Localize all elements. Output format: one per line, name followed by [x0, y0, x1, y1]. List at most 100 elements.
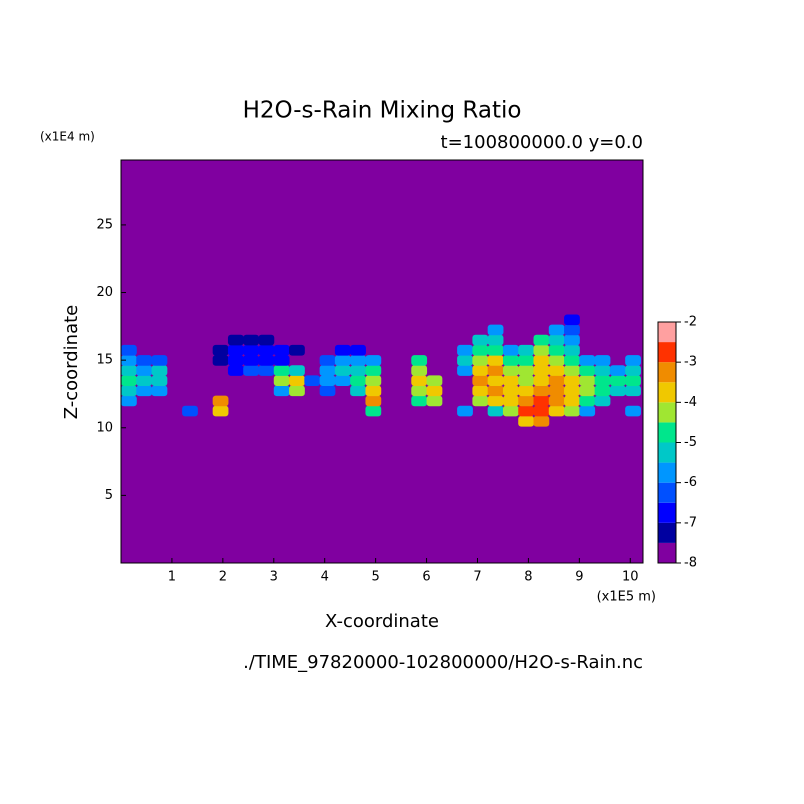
contour-cell [426, 375, 443, 387]
colorbar-band [658, 542, 676, 563]
contour-cell [258, 365, 275, 376]
contour-cell [365, 355, 382, 366]
contour-cell [487, 334, 504, 346]
contour-cell [472, 355, 489, 366]
contour-cell [258, 355, 275, 366]
y-unit: (x1E4 m) [40, 130, 95, 144]
x-tick-label: 3 [270, 570, 278, 585]
contour-cell [518, 344, 535, 356]
contour-cell [564, 334, 580, 346]
contour-cell [472, 395, 489, 407]
contour-cell [533, 415, 550, 427]
y-tick-label: 25 [96, 217, 113, 232]
colorbar-band [658, 462, 676, 483]
contour-cell [457, 355, 473, 366]
contour-cell [533, 334, 550, 346]
contour-cell [350, 385, 366, 397]
contour-cell [334, 355, 351, 366]
contour-cell [579, 365, 596, 376]
contour-cell [487, 355, 504, 366]
contour-cell [457, 405, 473, 417]
footer: ./TIME_97820000-102800000/H2O-s-Rain.nc [243, 652, 643, 673]
contour-cell [533, 395, 550, 407]
contour-cell [502, 355, 519, 366]
contour-cell [533, 375, 550, 387]
contour-cell [182, 405, 198, 417]
contour-cell [136, 365, 153, 376]
contour-cell [548, 355, 565, 366]
contour-cell [533, 405, 550, 417]
contour-cell [334, 375, 351, 387]
contour-cell [334, 344, 351, 356]
contour-cell [334, 365, 351, 376]
contour-cell [487, 405, 504, 417]
contour-cell [258, 344, 275, 356]
contour-cell [365, 405, 382, 417]
contour-cell [457, 365, 473, 376]
contour-cell [625, 355, 641, 366]
contour-cell [121, 395, 137, 407]
contour-cell [502, 405, 519, 417]
contour-cell [411, 395, 428, 407]
contour-cell [136, 375, 153, 387]
x-unit: (x1E5 m) [597, 590, 656, 605]
contour-cell [121, 344, 137, 356]
contour-cell [487, 375, 504, 387]
contour-cell [273, 344, 290, 356]
contour-cell [564, 395, 580, 407]
x-tick-label: 10 [622, 570, 639, 585]
contour-cell [502, 395, 519, 407]
chart-title: H2O-s-Rain Mixing Ratio [243, 98, 522, 124]
contour-cell [609, 365, 626, 376]
contour-cell [472, 385, 489, 397]
contour-cell [518, 355, 535, 366]
contour-cell [518, 385, 535, 397]
contour-cell [273, 385, 290, 397]
contour-cell [548, 395, 565, 407]
contour-cell [227, 334, 244, 346]
contour-cell [457, 344, 473, 356]
contour-cell [243, 355, 260, 366]
contour-cell [487, 365, 504, 376]
contour-cell [289, 385, 305, 397]
contour-cell [548, 375, 565, 387]
y-tick-label: 15 [96, 353, 113, 368]
contour-cell [548, 365, 565, 376]
x-tick-label: 2 [219, 570, 227, 585]
contour-cell [411, 355, 428, 366]
contour-cell [518, 375, 535, 387]
colorbar-tick-label: -2 [684, 315, 697, 330]
contour-cell [426, 385, 443, 397]
contour-cell [548, 334, 565, 346]
contour-cell [289, 375, 305, 387]
contour-cell [518, 405, 535, 417]
contour-cell [564, 365, 580, 376]
contour-cell [548, 344, 565, 356]
contour-cell [411, 375, 428, 387]
contour-cell [533, 344, 550, 356]
contour-cell [273, 365, 290, 376]
contour-cell [365, 395, 382, 407]
x-tick-label: 5 [371, 570, 379, 585]
y-tick-label: 5 [105, 488, 113, 503]
x-tick-label: 4 [321, 570, 329, 585]
contour-cell [518, 415, 535, 427]
contour-cell [411, 365, 428, 376]
contour-cell [594, 365, 611, 376]
contour-cell [579, 395, 596, 407]
contour-cell [609, 375, 626, 387]
contour-cell [289, 365, 305, 376]
contour-cell [136, 385, 153, 397]
contour-cell [564, 385, 580, 397]
contour-cell [243, 344, 260, 356]
contour-cell [273, 355, 290, 366]
contour-cell [350, 344, 366, 356]
contour-cell [502, 375, 519, 387]
contour-cell [487, 324, 504, 336]
contour-cell [564, 405, 580, 417]
contour-cell [151, 355, 168, 366]
contour-cell [350, 355, 366, 366]
contour-cell [227, 344, 244, 356]
